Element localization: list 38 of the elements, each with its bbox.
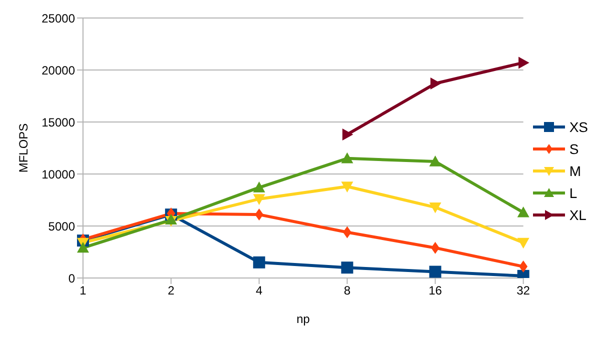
point [430, 78, 442, 90]
legend-label: XL [569, 206, 586, 222]
point [77, 242, 89, 253]
y-tick-label: 20000 [42, 63, 76, 78]
y-tick-label: 10000 [42, 167, 76, 182]
point [429, 202, 442, 214]
x-tick-label: 8 [344, 284, 351, 298]
x-axis-title: np [296, 312, 310, 326]
legend-label: M [569, 162, 581, 178]
point [429, 156, 442, 166]
y-tick-label: 5000 [48, 219, 76, 234]
point [341, 262, 354, 274]
x-tick-label: 2 [168, 284, 175, 298]
point [429, 266, 442, 278]
legend-label: XS [569, 118, 588, 134]
point [517, 238, 530, 249]
point [342, 128, 354, 140]
legend-label: L [569, 184, 578, 200]
point [517, 206, 530, 218]
y-tick-label: 25000 [42, 11, 76, 26]
x-tick-label: 16 [428, 284, 442, 298]
x-tick-label: 4 [256, 284, 263, 298]
point [519, 260, 528, 273]
point [341, 152, 354, 164]
point [253, 256, 266, 268]
x-tick-label: 1 [80, 284, 87, 298]
x-tick-label: 32 [516, 284, 530, 298]
y-tick-label: 15000 [42, 115, 76, 130]
point [253, 182, 266, 192]
point [518, 56, 530, 69]
y-tick-label: 0 [68, 271, 76, 286]
y-axis-title: MFLOPS [16, 123, 30, 173]
point [253, 194, 266, 205]
point [341, 182, 354, 192]
point [165, 214, 178, 225]
point [254, 208, 264, 221]
point [342, 226, 352, 238]
legend-label: S [569, 140, 579, 156]
